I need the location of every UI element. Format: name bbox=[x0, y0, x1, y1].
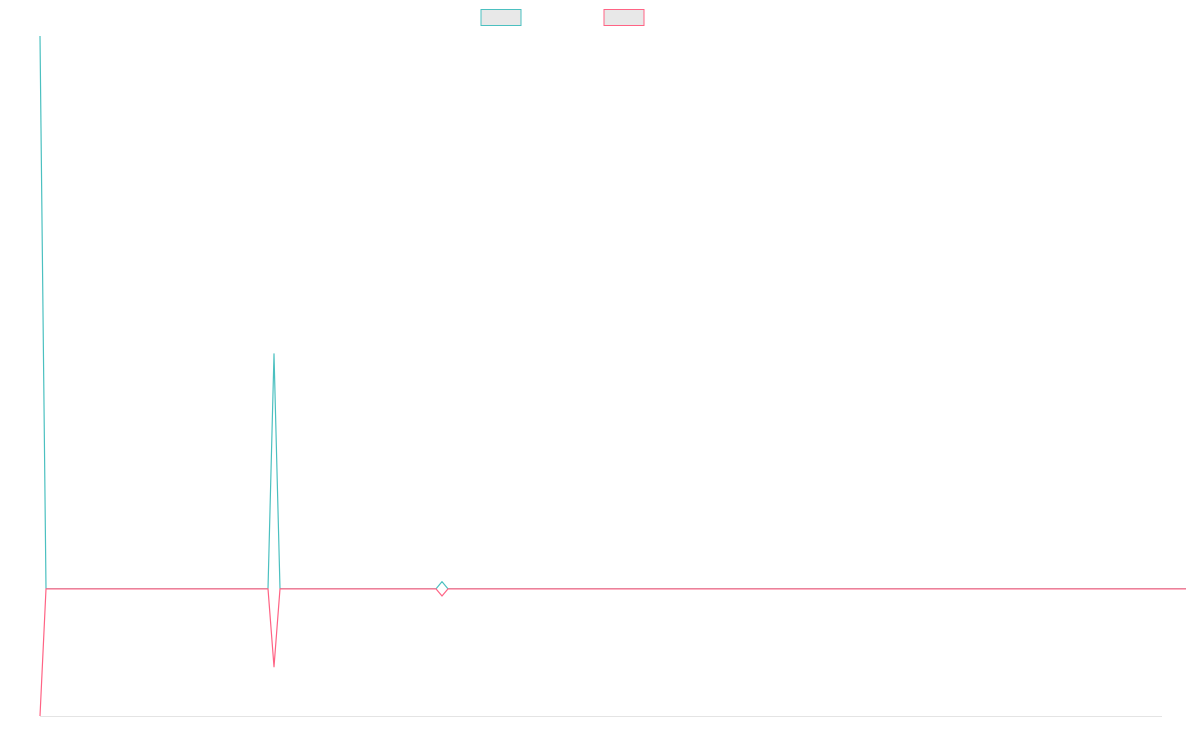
legend-swatch bbox=[603, 9, 645, 26]
series-line bbox=[39, 588, 1186, 717]
legend-swatch bbox=[480, 9, 522, 26]
series-line bbox=[39, 35, 1186, 590]
